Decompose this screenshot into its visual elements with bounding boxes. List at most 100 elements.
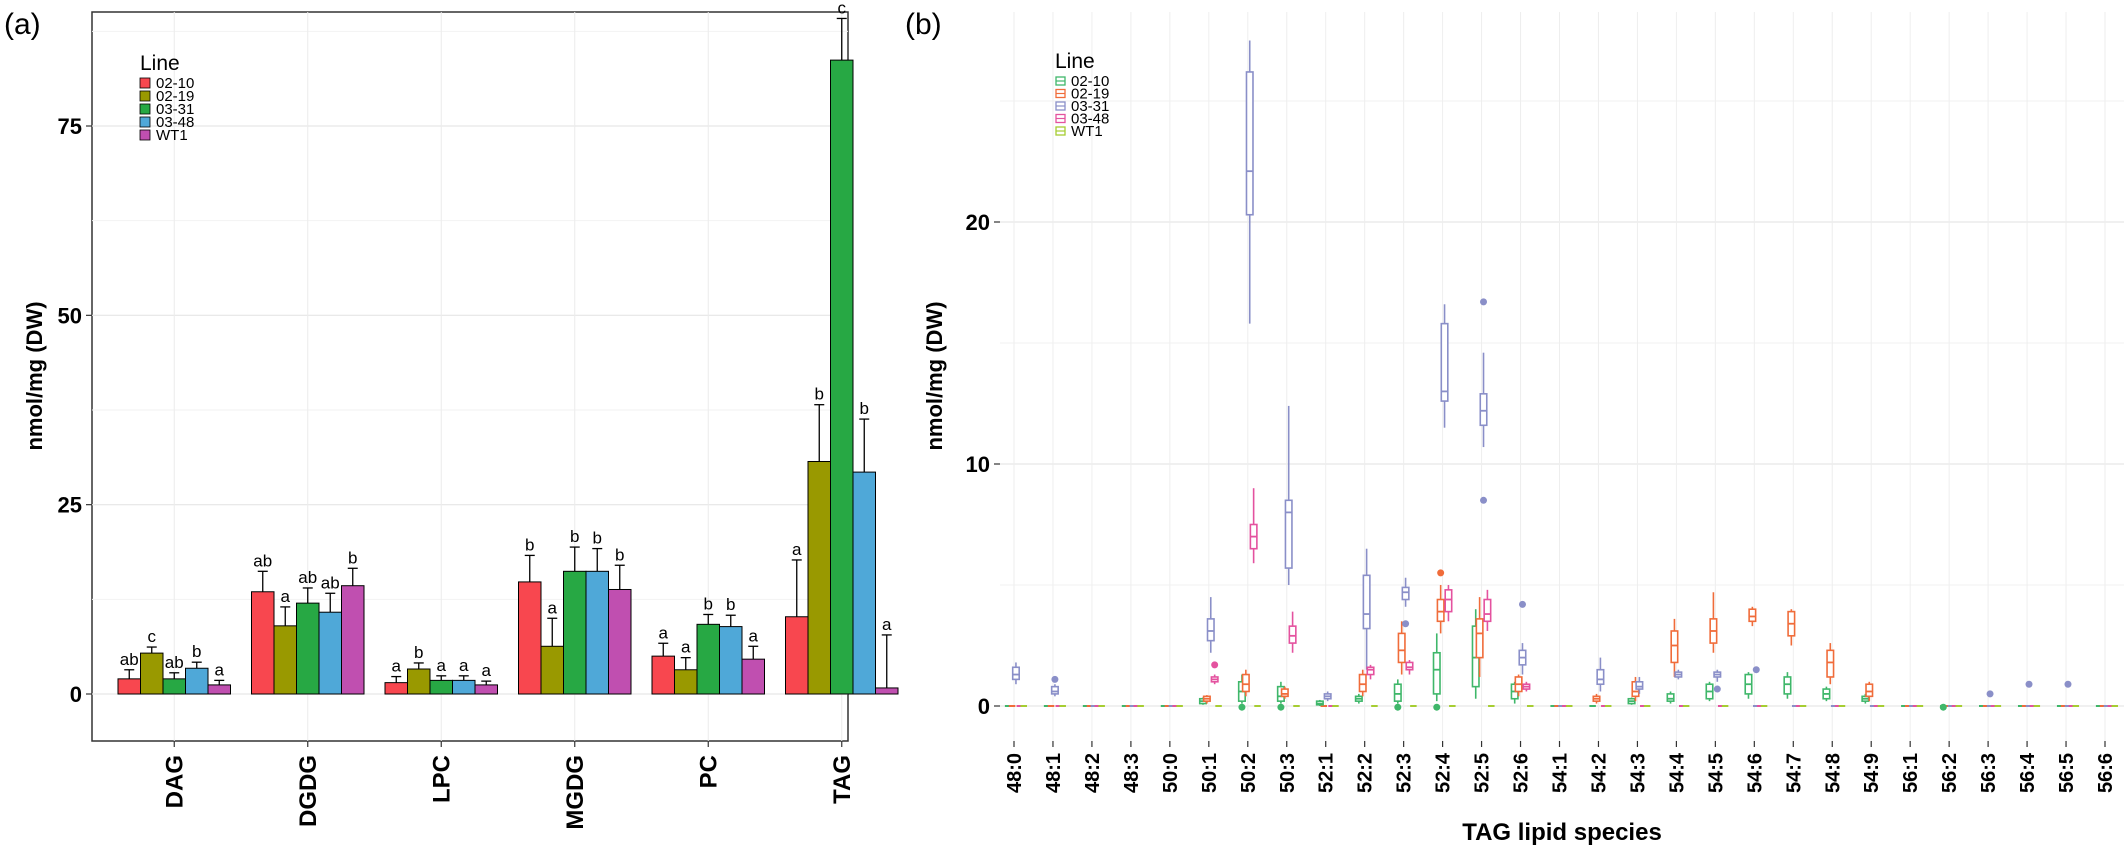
significance-label: b <box>704 594 713 613</box>
bar <box>384 682 408 695</box>
box <box>1783 676 1792 695</box>
bar <box>785 616 809 695</box>
significance-label: a <box>882 615 892 634</box>
y-tick-label: 50 <box>58 303 82 328</box>
bar <box>341 585 365 695</box>
box <box>1440 322 1449 402</box>
legend-item-label: 03-48 <box>1071 111 1109 128</box>
x-tick-label: 50:2 <box>1238 753 1260 793</box>
box <box>1483 598 1492 623</box>
panel-a-legend-title: Line <box>140 52 180 75</box>
significance-label: b <box>192 642 201 661</box>
significance-label: a <box>281 587 291 606</box>
box <box>1050 685 1059 695</box>
outlier-point <box>1986 690 1994 698</box>
x-tick-label: LPC <box>428 755 455 803</box>
significance-label: ab <box>253 551 272 570</box>
significance-label: ab <box>120 650 139 669</box>
x-tick-label: 54:2 <box>1588 753 1610 793</box>
x-tick-label: 54:3 <box>1627 753 1649 793</box>
significance-label: b <box>815 385 824 404</box>
box <box>1748 608 1757 623</box>
outlier-point <box>1394 703 1402 711</box>
outlier-point <box>2025 680 2033 688</box>
x-tick-label: TAG <box>829 755 856 804</box>
box <box>1288 625 1297 644</box>
bar <box>741 658 765 695</box>
box <box>1358 673 1367 693</box>
x-tick-label: 52:6 <box>1511 753 1533 793</box>
box <box>1362 574 1371 630</box>
panel-b-box-plot: (b) 0 10 20 48:0 48:1 48:2 48:3 50:0 50:1 50:2 50… <box>905 8 2124 846</box>
panel-b-x-axis-label: TAG lipid species <box>1462 819 1662 846</box>
legend-swatch <box>139 129 151 141</box>
panel-b-boxes <box>1004 40 2118 711</box>
x-tick-label: 50:0 <box>1160 753 1182 793</box>
significance-label: a <box>792 540 802 559</box>
x-tick-label: 56:4 <box>2017 752 2039 793</box>
bar <box>296 602 320 695</box>
significance-label: b <box>593 529 602 548</box>
significance-label: a <box>749 626 759 645</box>
x-tick-label: 54:9 <box>1861 753 1883 793</box>
x-tick-label: 48:3 <box>1121 753 1143 793</box>
significance-label: a <box>659 623 669 642</box>
significance-label: b <box>860 399 869 418</box>
x-tick-label: 52:3 <box>1394 753 1416 793</box>
legend-item-label: WT1 <box>1071 123 1103 140</box>
legend-item-label: 02-19 <box>1071 86 1109 103</box>
x-tick-label: DGDG <box>295 755 322 827</box>
legend-swatch <box>139 90 151 102</box>
legend-item-label: 03-48 <box>156 114 194 131</box>
outlier-point <box>1402 620 1410 628</box>
y-tick-label: 0 <box>978 694 990 719</box>
outlier-point <box>1752 666 1760 674</box>
legend-swatch <box>139 77 151 89</box>
box <box>1479 393 1488 427</box>
panel-a-plot-area <box>91 11 849 742</box>
bar <box>140 652 164 695</box>
x-tick-label: 48:1 <box>1043 753 1065 793</box>
x-tick-label: 52:2 <box>1355 753 1377 793</box>
significance-label: ab <box>298 568 317 587</box>
box <box>1432 651 1441 695</box>
box <box>1366 666 1375 676</box>
bar <box>407 668 431 695</box>
panel-b-y-tick-labels: 0 10 20 <box>966 210 1000 719</box>
box <box>1666 693 1675 702</box>
bar <box>540 645 564 695</box>
box <box>1475 618 1484 659</box>
x-tick-label: 56:5 <box>2056 753 2078 793</box>
panel-b-x-tick-labels: 48:0 48:1 48:2 48:3 50:0 50:1 50:2 50:3 52:1 52:2… <box>1004 741 2117 793</box>
outlier-point <box>2064 680 2072 688</box>
significance-label: a <box>215 660 225 679</box>
significance-label: b <box>525 535 534 554</box>
x-tick-label: 48:2 <box>1082 753 1104 793</box>
x-tick-label: 54:7 <box>1783 753 1805 793</box>
bar <box>696 623 720 695</box>
bar <box>585 570 609 695</box>
x-tick-label: 52:1 <box>1316 753 1338 793</box>
significance-label: b <box>414 643 423 662</box>
x-tick-label: MGDG <box>562 755 589 830</box>
bar <box>830 59 854 695</box>
outlier-point <box>1939 703 1947 711</box>
box <box>1401 586 1410 601</box>
box <box>1670 630 1679 664</box>
bar <box>807 460 831 695</box>
x-tick-label: 52:5 <box>1472 753 1494 793</box>
y-tick-label: 75 <box>58 114 82 139</box>
legend-item-label: 02-10 <box>156 75 194 92</box>
x-tick-label: 48:0 <box>1004 753 1026 793</box>
panel-b-plot-area <box>1000 12 2124 741</box>
y-tick-label: 0 <box>70 682 82 707</box>
x-tick-label: 54:4 <box>1666 752 1688 793</box>
panel-b-label: (b) <box>905 8 942 41</box>
significance-label: a <box>681 638 691 657</box>
panel-b-y-axis-label: nmol/mg (DW) <box>922 301 947 450</box>
outlier-point <box>1437 569 1445 577</box>
box <box>1393 683 1402 702</box>
box <box>1865 683 1874 698</box>
